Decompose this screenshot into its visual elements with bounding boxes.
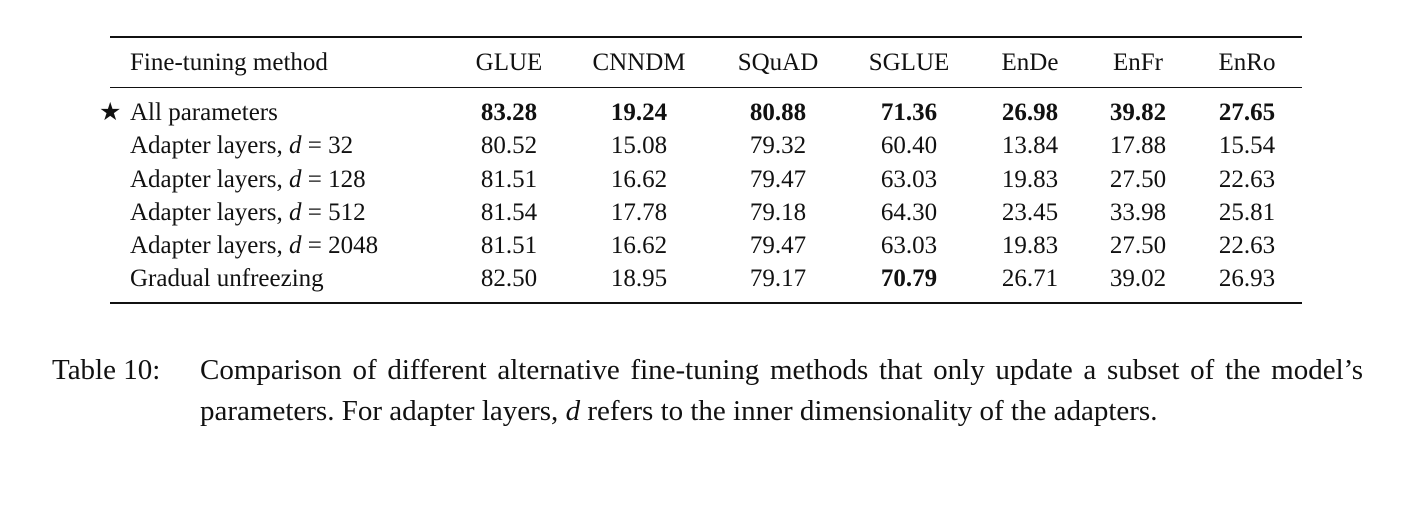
table-cell: 26.93 xyxy=(1218,265,1276,292)
header-cell: EnDe xyxy=(1001,49,1059,76)
header-cell: EnRo xyxy=(1218,49,1276,76)
table-cell: 19.83 xyxy=(1001,166,1059,193)
header-cell: GLUE xyxy=(475,49,543,76)
table-cell: 22.63 xyxy=(1218,232,1276,259)
table-cell: 17.88 xyxy=(1109,132,1167,159)
table-cell: 23.45 xyxy=(1001,199,1059,226)
table-cell: 81.51 xyxy=(480,232,538,259)
table-cell: 82.50 xyxy=(480,265,538,292)
table-cell: 27.50 xyxy=(1109,232,1167,259)
header-cell: SGLUE xyxy=(868,49,950,76)
table-cell: 13.84 xyxy=(1001,132,1059,159)
table-cell: 83.28 xyxy=(480,99,538,126)
table-cell: 80.88 xyxy=(749,99,807,126)
row-label: Adapter layers, d = 32 xyxy=(130,132,354,159)
table-cell: 79.47 xyxy=(749,232,807,259)
table-cell: 22.63 xyxy=(1218,166,1276,193)
table-cell: 79.17 xyxy=(749,265,807,292)
table-cell: 16.62 xyxy=(610,232,668,259)
table-cell: 79.18 xyxy=(749,199,807,226)
caption-label: Table 10: xyxy=(52,354,161,386)
table-cell: 63.03 xyxy=(880,232,938,259)
row-label: Adapter layers, d = 2048 xyxy=(130,232,379,259)
row-label: Adapter layers, d = 128 xyxy=(130,166,366,193)
header-cell: EnFr xyxy=(1113,49,1163,76)
row-label: Gradual unfreezing xyxy=(130,265,324,292)
table-cell: 80.52 xyxy=(480,132,538,159)
header-cell: CNNDM xyxy=(592,49,686,76)
table-cell: 26.98 xyxy=(1001,99,1059,126)
table-cell: 79.47 xyxy=(749,166,807,193)
mid-rule xyxy=(110,87,1302,88)
row-label: All parameters xyxy=(130,99,278,126)
table-cell: 19.83 xyxy=(1001,232,1059,259)
table-cell: 19.24 xyxy=(610,99,668,126)
table-cell: 18.95 xyxy=(610,265,668,292)
table-cell: 16.62 xyxy=(610,166,668,193)
table-cell: 39.02 xyxy=(1109,265,1167,292)
caption-text: Comparison of different alternative fine… xyxy=(200,354,1363,427)
bottom-rule xyxy=(110,302,1302,304)
table-cell: 64.30 xyxy=(880,199,938,226)
table-cell: 25.81 xyxy=(1218,199,1276,226)
table-cell: 79.32 xyxy=(749,132,807,159)
table-cell: 63.03 xyxy=(880,166,938,193)
row-marker: ★ xyxy=(99,99,122,126)
table-cell: 81.51 xyxy=(480,166,538,193)
table-cell: 39.82 xyxy=(1109,99,1167,126)
table-cell: 33.98 xyxy=(1109,199,1167,226)
table-cell: 27.65 xyxy=(1218,99,1276,126)
table-cell: 17.78 xyxy=(610,199,668,226)
table-cell: 26.71 xyxy=(1001,265,1059,292)
table-cell: 70.79 xyxy=(880,265,938,292)
table-cell: 15.54 xyxy=(1218,132,1276,159)
header-cell: SQuAD xyxy=(737,49,819,76)
table-cell: 60.40 xyxy=(880,132,938,159)
row-label: Adapter layers, d = 512 xyxy=(130,199,366,226)
table-cell: 81.54 xyxy=(480,199,538,226)
header-cell: Fine-tuning method xyxy=(130,49,328,76)
top-rule xyxy=(110,36,1302,38)
table-cell: 27.50 xyxy=(1109,166,1167,193)
table-cell: 15.08 xyxy=(610,132,668,159)
table-cell: 71.36 xyxy=(880,99,938,126)
